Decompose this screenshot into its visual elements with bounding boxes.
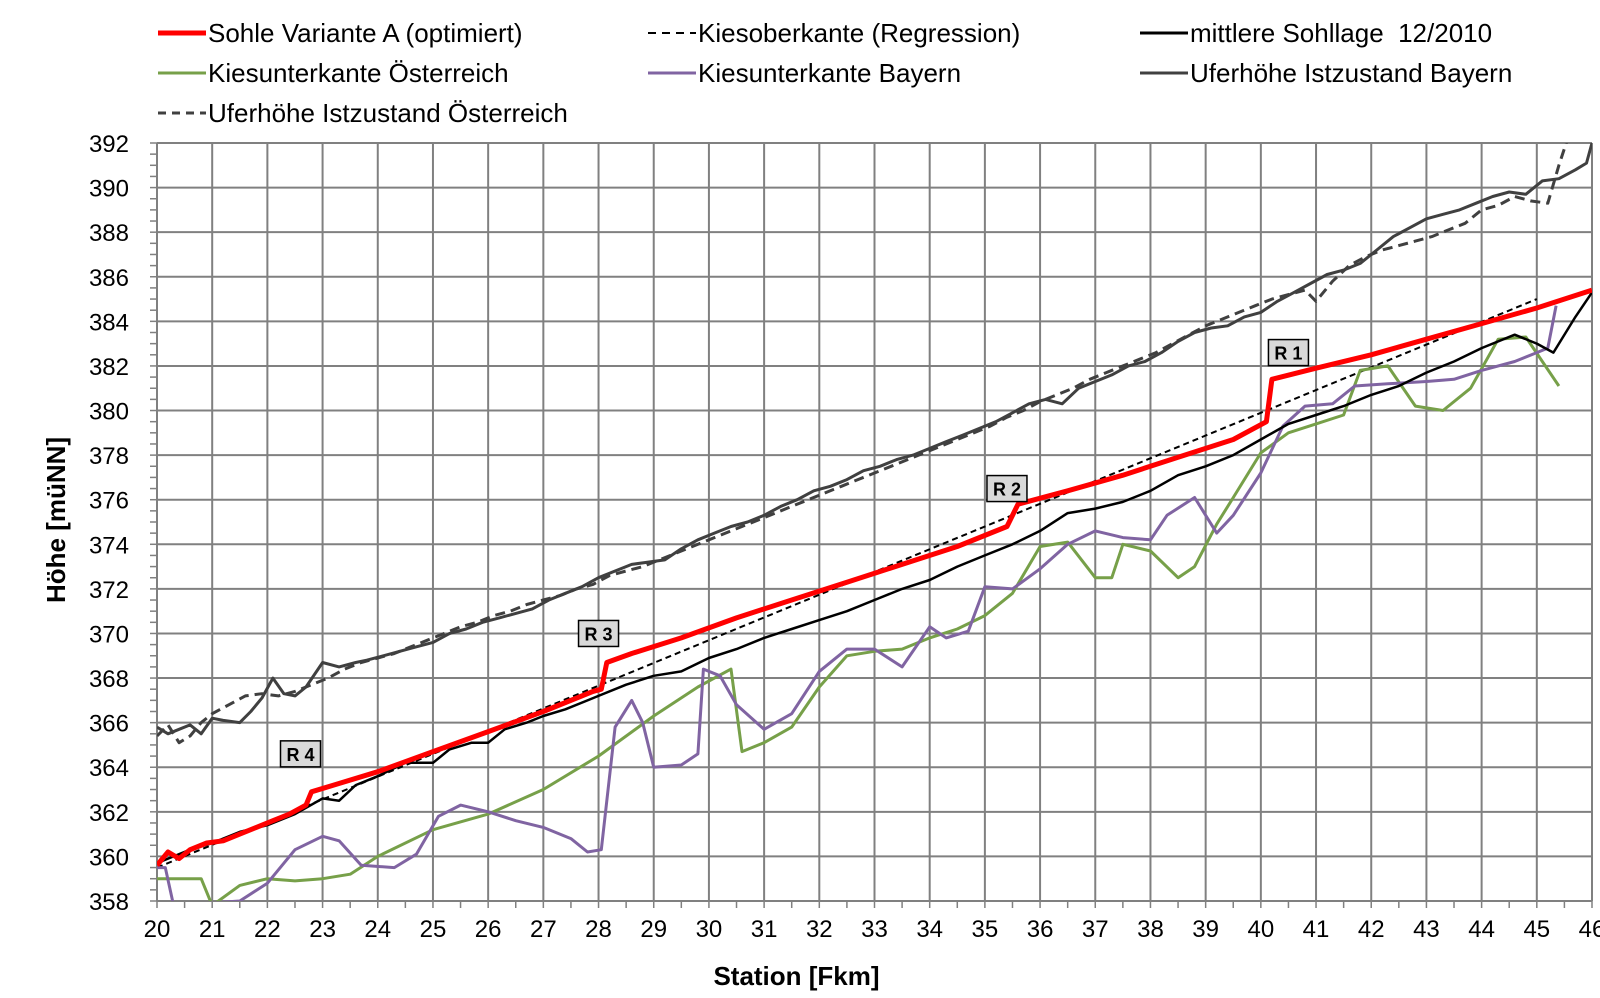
legend-swatch-kiesunterkante-oesterreich: [158, 71, 206, 75]
x-tick-label: 37: [1082, 916, 1109, 943]
x-tick-label: 22: [254, 916, 281, 943]
x-tick-label: 42: [1358, 916, 1385, 943]
y-tick-label: 368: [89, 666, 129, 693]
legend-item-mittlere-sohllage: mittlere Sohllage 12/2010: [1140, 18, 1492, 48]
annotation-label: R 3: [585, 624, 613, 644]
series-line-1: [157, 298, 1538, 869]
x-tick-label: 40: [1247, 916, 1274, 943]
x-tick-label: 46: [1579, 916, 1600, 943]
legend-swatch-mittlere-sohllage: [1140, 31, 1188, 35]
y-tick-label: 380: [89, 399, 129, 426]
series-line-3: [157, 335, 1561, 901]
x-tick-label: 25: [420, 916, 447, 943]
legend-label-sohle: Sohle Variante A (optimiert): [208, 17, 523, 48]
y-tick-label: 374: [89, 532, 129, 559]
legend-swatch-sohle: [158, 30, 206, 36]
x-tick-label: 20: [144, 916, 171, 943]
x-axis-title: Station [Fkm]: [713, 961, 879, 991]
legend-label-uferhoehe-oesterreich: Uferhöhe Istzustand Österreich: [208, 97, 568, 128]
y-tick-label: 360: [89, 844, 129, 871]
x-tick-label: 27: [530, 916, 557, 943]
legend-swatch-uferhoehe-oesterreich: [158, 111, 206, 115]
legend-label-kiesunterkante-bayern: Kiesunterkante Bayern: [698, 57, 962, 88]
x-tick-label: 21: [199, 916, 226, 943]
x-tick-label: 43: [1413, 916, 1440, 943]
x-tick-label: 35: [972, 916, 999, 943]
annotation-box: [577, 619, 620, 648]
x-tick-label: 33: [861, 916, 888, 943]
annotation-label: R 2: [993, 480, 1021, 500]
y-tick-label: 388: [89, 220, 129, 247]
x-tick-label: 32: [806, 916, 833, 943]
series-line-5: [157, 143, 1592, 736]
y-tick-label: 392: [89, 131, 129, 158]
legend-swatch-kiesunterkante-bayern: [648, 71, 696, 75]
annotation-box: [279, 740, 322, 768]
x-tick-label: 34: [916, 916, 943, 943]
y-tick-label: 366: [89, 711, 129, 738]
x-tick-label: 45: [1523, 916, 1550, 943]
grid: [150, 142, 1593, 908]
series-line-2: [157, 291, 1592, 865]
series-line-0: [157, 287, 1592, 867]
x-tick-label: 39: [1192, 916, 1219, 943]
y-tick-label: 386: [89, 265, 129, 292]
legend: Sohle Variante A (optimiert) Kiesoberkan…: [0, 0, 1600, 140]
annotation-label: R 1: [1274, 344, 1302, 364]
y-tick-label: 364: [89, 755, 129, 782]
annotation-2: R 3: [577, 619, 620, 648]
legend-swatch-uferhoehe-bayern: [1140, 71, 1188, 75]
x-tick-label: 23: [309, 916, 336, 943]
y-tick-label: 376: [89, 488, 129, 515]
x-tick-label: 44: [1468, 916, 1495, 943]
y-tick-label: 382: [89, 354, 129, 381]
annotation-0: R 1: [1267, 338, 1310, 367]
legend-label-kiesunterkante-oesterreich: Kiesunterkante Österreich: [208, 57, 509, 88]
x-tick-label: 38: [1137, 916, 1164, 943]
y-tick-label: 384: [89, 309, 129, 336]
annotation-1: R 2: [986, 474, 1028, 503]
legend-swatch-kiesoberkante: [648, 32, 696, 34]
x-tick-label: 41: [1303, 916, 1330, 943]
legend-label-kiesoberkante: Kiesoberkante (Regression): [698, 17, 1021, 48]
y-tick-label: 378: [89, 443, 129, 470]
y-tick-label: 370: [89, 621, 129, 648]
x-tick-label: 36: [1027, 916, 1054, 943]
x-tick-label: 29: [640, 916, 667, 943]
tick-labels: 3583603623643663683703723743763783803823…: [89, 131, 1600, 943]
legend-label-uferhoehe-bayern: Uferhöhe Istzustand Bayern: [1190, 57, 1513, 88]
annotation-3: R 4: [279, 740, 322, 768]
annotation-box: [986, 474, 1028, 503]
x-tick-label: 24: [364, 916, 391, 943]
legend-item-kiesunterkante-oesterreich: Kiesunterkante Österreich: [158, 58, 509, 88]
legend-item-uferhoehe-oesterreich: Uferhöhe Istzustand Österreich: [158, 98, 568, 128]
x-tick-label: 26: [475, 916, 502, 943]
series-group: [157, 143, 1592, 901]
legend-item-sohle: Sohle Variante A (optimiert): [158, 18, 523, 48]
series-line-4: [157, 305, 1558, 901]
legend-item-kiesoberkante: Kiesoberkante (Regression): [648, 18, 1020, 48]
legend-item-uferhoehe-bayern: Uferhöhe Istzustand Bayern: [1140, 58, 1512, 88]
y-tick-label: 390: [89, 176, 129, 203]
x-tick-label: 31: [751, 916, 778, 943]
series-line-6: [157, 143, 1568, 745]
annotation-box: [1267, 338, 1310, 367]
y-axis-title: Höhe [müNN]: [41, 437, 71, 603]
x-tick-label: 30: [696, 916, 723, 943]
legend-label-mittlere-sohllage: mittlere Sohllage 12/2010: [1190, 17, 1493, 48]
y-tick-label: 372: [89, 577, 129, 604]
legend-item-kiesunterkante-bayern: Kiesunterkante Bayern: [648, 58, 961, 88]
y-tick-label: 362: [89, 800, 129, 827]
y-tick-label: 358: [89, 889, 129, 916]
annotation-label: R 4: [286, 745, 314, 765]
x-tick-label: 28: [585, 916, 612, 943]
